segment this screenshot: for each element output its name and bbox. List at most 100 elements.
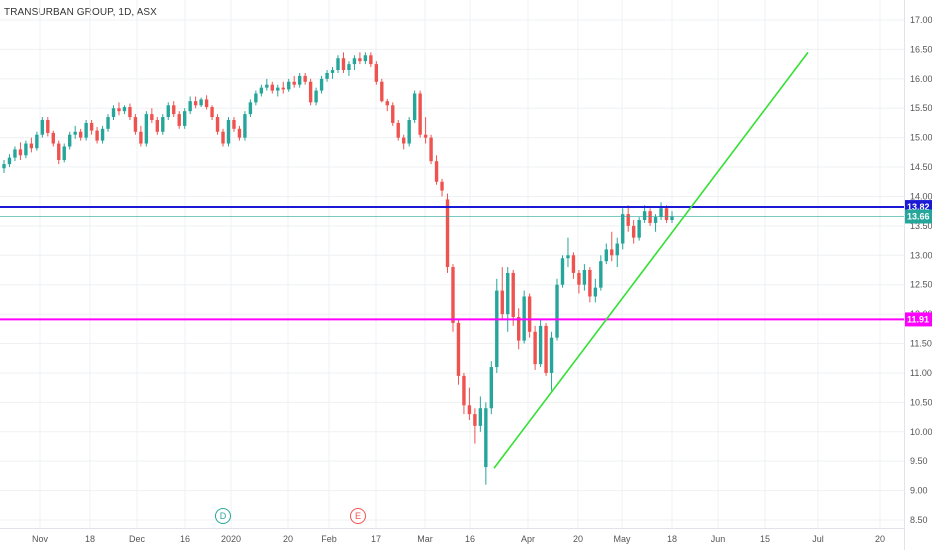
candle-body	[593, 287, 598, 297]
x-tick-label: 17	[371, 534, 381, 544]
grid	[0, 0, 904, 528]
candle-body	[385, 101, 389, 106]
candle-body	[40, 120, 45, 135]
y-tick-label: 9.50	[910, 456, 928, 466]
candle-body	[35, 134, 39, 149]
y-tick-label: 13.00	[910, 250, 932, 260]
candle-body	[445, 199, 450, 268]
event-marker[interactable]	[350, 508, 366, 524]
candle-body	[128, 107, 132, 118]
candle-body	[177, 114, 181, 126]
y-tick-label: 10.50	[910, 397, 932, 407]
candle-body	[204, 99, 209, 108]
candle-body	[648, 211, 652, 223]
candle-body	[380, 81, 384, 102]
candle-body	[544, 325, 548, 373]
candle-body	[511, 272, 515, 318]
x-tick-label: Apr	[521, 534, 535, 544]
candle-body	[144, 114, 149, 144]
candle-body	[391, 105, 395, 123]
candle-body	[440, 181, 444, 191]
candle-body	[462, 375, 466, 406]
x-tick-label: Feb	[321, 534, 337, 544]
y-tick-label: 9.00	[910, 486, 928, 496]
candle-body	[226, 120, 231, 144]
price-badge	[905, 209, 932, 224]
candle-body	[626, 214, 630, 226]
candle-body	[571, 255, 576, 273]
candle-body	[604, 249, 608, 262]
x-tick-label: Jun	[711, 534, 726, 544]
candle-body	[13, 149, 17, 158]
x-tick-label: 20	[283, 534, 293, 544]
candle-body	[352, 58, 357, 65]
y-tick-label: 10.00	[910, 427, 932, 437]
candle-body	[325, 72, 329, 79]
x-tick-label: Jul	[812, 534, 824, 544]
candle-body	[434, 161, 439, 182]
candle-body	[182, 111, 187, 126]
candle-body	[363, 55, 368, 62]
candle-body	[84, 122, 88, 138]
event-marker-label: E	[355, 511, 361, 521]
candles	[2, 52, 674, 485]
event-marker[interactable]	[215, 508, 231, 524]
candle-body	[122, 107, 127, 112]
candle-body	[172, 105, 176, 115]
candle-body	[484, 408, 488, 468]
x-tick-label: 15	[760, 534, 770, 544]
candle-body	[24, 143, 28, 156]
candle-body	[18, 149, 23, 156]
x-tick-label: 16	[180, 534, 190, 544]
candle-body	[319, 78, 324, 91]
trendline[interactable]	[493, 51, 809, 469]
candle-body	[560, 258, 565, 285]
candle-body	[73, 131, 77, 135]
event-marker-label: D	[220, 511, 227, 521]
price-axis[interactable]: 17.00 16.50 16.00 15.50 15.00 14.50 14.00 13.50…	[905, 15, 932, 525]
candle-body	[423, 134, 428, 138]
drawings	[0, 51, 904, 469]
candle-body	[516, 317, 521, 341]
candle-body	[166, 105, 170, 118]
time-axis[interactable]: Nov 18 Dec 16 2020 20 Feb 17 Mar 16 Apr 20 May 18 Jun 1…	[32, 534, 885, 544]
candle-body	[473, 414, 477, 426]
y-tick-label: 17.00	[910, 15, 932, 25]
price-badge-label: 13.66	[907, 211, 930, 221]
candle-body	[111, 108, 116, 118]
candle-body	[254, 93, 258, 103]
x-tick-label: 18	[667, 534, 677, 544]
candle-body	[631, 225, 636, 238]
x-tick-label: 2020	[221, 534, 241, 544]
candle-body	[374, 64, 379, 82]
candle-body	[347, 64, 351, 70]
candle-body	[210, 107, 214, 118]
candle-body	[95, 130, 99, 141]
candle-body	[281, 87, 285, 90]
candle-body	[451, 267, 455, 323]
candle-body	[276, 87, 280, 91]
candle-body	[489, 367, 494, 409]
candle-body	[57, 143, 61, 160]
candle-body	[292, 81, 296, 85]
x-tick-label: Nov	[32, 534, 49, 544]
candle-body	[243, 114, 247, 138]
candle-body	[2, 164, 6, 169]
candle-body	[193, 101, 198, 106]
candle-body	[188, 101, 192, 112]
x-tick-label: May	[613, 534, 631, 544]
candle-body	[659, 208, 663, 218]
candle-body	[664, 208, 669, 220]
candle-body	[297, 75, 302, 85]
candle-body	[412, 93, 417, 120]
candle-body	[161, 117, 165, 132]
candle-body	[336, 58, 340, 70]
candle-body	[221, 131, 225, 144]
candle-body	[341, 58, 346, 70]
candle-body	[599, 261, 603, 288]
candle-body	[314, 90, 318, 103]
candle-body	[577, 272, 581, 285]
candle-body	[7, 157, 12, 165]
candle-body	[456, 322, 461, 376]
